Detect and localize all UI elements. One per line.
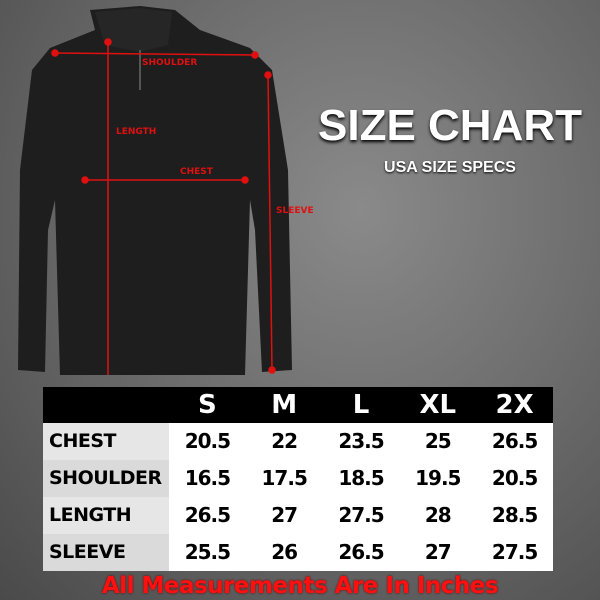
table-row: LENGTH 26.5 27 27.5 28 28.5	[43, 497, 553, 534]
length-label: LENGTH	[116, 127, 157, 137]
shoulder-label: SHOULDER	[142, 58, 198, 68]
measurement-cell: 25.5	[169, 534, 246, 571]
measurement-cell: 28	[399, 497, 477, 534]
size-header: M	[245, 387, 323, 423]
measurement-cell: 27	[399, 534, 477, 571]
table-row: SLEEVE 25.5 26 26.5 27 27.5	[43, 534, 553, 571]
size-header: 2X	[476, 387, 553, 423]
corner-cell	[43, 387, 169, 423]
sweater-image	[18, 6, 292, 375]
measurement-cell: 26.5	[169, 497, 246, 534]
footer-note: All Measurements Are In Inches	[101, 573, 499, 599]
row-label: LENGTH	[43, 497, 169, 534]
size-table: S M L XL 2X CHEST 20.5 22 23.5 25 26.5 SHOULDER 16.…	[43, 387, 553, 571]
chest-label: CHEST	[180, 167, 213, 177]
measurement-cell: 18.5	[322, 460, 400, 497]
measurement-cell: 17.5	[245, 460, 323, 497]
measurement-cell: 26	[245, 534, 323, 571]
table-row: SHOULDER 16.5 17.5 18.5 19.5 20.5	[43, 460, 553, 497]
row-label: CHEST	[43, 423, 169, 460]
size-header: S	[169, 387, 246, 423]
subtitle: USA SIZE SPECS	[384, 159, 516, 176]
sleeve-label: SLEEVE	[276, 206, 314, 216]
size-header: L	[322, 387, 400, 423]
measurement-cell: 28.5	[476, 497, 553, 534]
row-label: SLEEVE	[43, 534, 169, 571]
measurement-cell: 23.5	[322, 423, 400, 460]
measurement-cell: 19.5	[399, 460, 477, 497]
measurement-cell: 26.5	[322, 534, 400, 571]
measurement-cell: 26.5	[476, 423, 553, 460]
measurement-cell: 20.5	[169, 423, 246, 460]
measurement-cell: 16.5	[169, 460, 246, 497]
measurement-cell: 25	[399, 423, 477, 460]
measurement-cell: 27	[245, 497, 323, 534]
measurement-cell: 20.5	[476, 460, 553, 497]
measurement-cell: 22	[245, 423, 323, 460]
row-label: SHOULDER	[43, 460, 169, 497]
size-header: XL	[399, 387, 477, 423]
measurement-cell: 27.5	[322, 497, 400, 534]
measurement-cell: 27.5	[476, 534, 553, 571]
page-title: SIZE CHART	[318, 101, 582, 150]
table-row: CHEST 20.5 22 23.5 25 26.5	[43, 423, 553, 460]
size-header-row: S M L XL 2X	[43, 387, 553, 423]
